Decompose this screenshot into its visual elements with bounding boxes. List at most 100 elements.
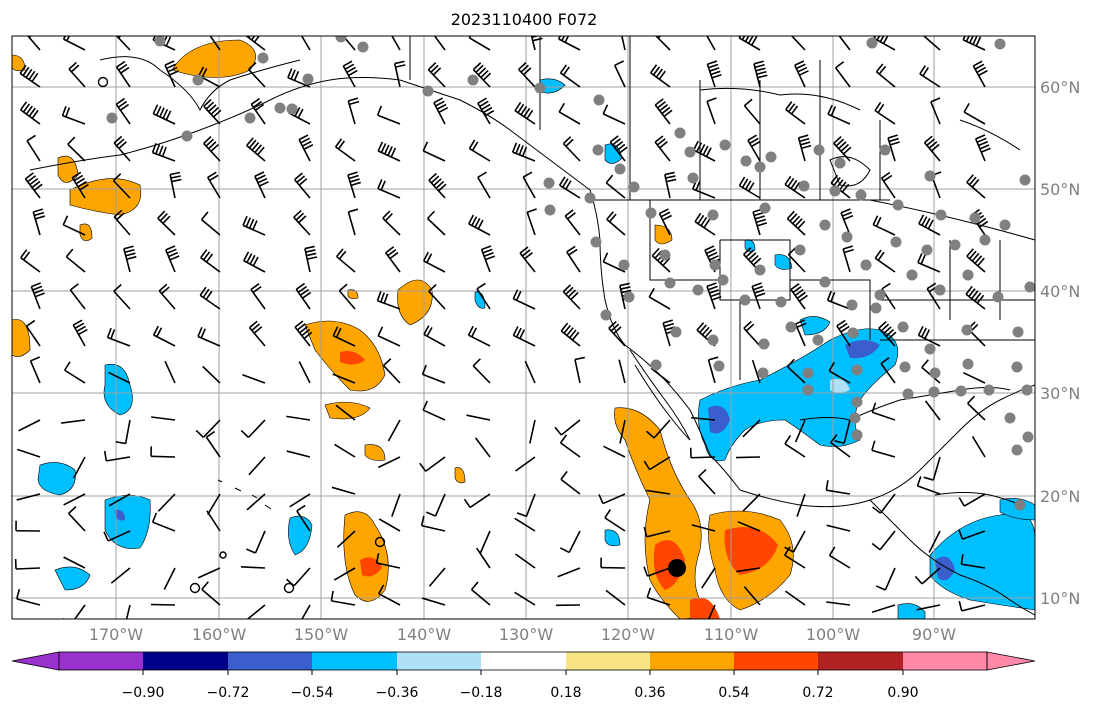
station-dot: [422, 85, 434, 97]
wind-barb: [347, 97, 360, 125]
wind-barb: [872, 215, 896, 236]
station-dot: [302, 73, 314, 85]
wind-barb: [878, 320, 897, 347]
wind-barb: [962, 371, 986, 384]
wind-barb: [511, 142, 536, 162]
wind-barb: [598, 493, 626, 505]
wind-barb: [158, 283, 176, 310]
cb-tick-label: −0.36: [376, 685, 419, 701]
station-dot: [890, 236, 902, 248]
colorbar-tick-labels: −0.90 −0.72 −0.54 −0.36 −0.18 0.18 0.36 …: [122, 685, 919, 701]
wind-barb: [743, 98, 761, 125]
wind-barb: [286, 415, 311, 421]
wind-barb: [467, 325, 491, 347]
station-dot: [899, 361, 911, 373]
wind-barb: [649, 64, 671, 88]
wind-barb: [157, 493, 176, 512]
station-dot: [154, 36, 166, 47]
wind-barb: [958, 601, 986, 612]
map-frame: [11, 35, 1036, 620]
wind-barb: [382, 210, 401, 236]
wind-barb: [606, 211, 626, 236]
wind-barb: [243, 251, 266, 273]
station-dot: [534, 82, 546, 94]
station-dot: [794, 244, 806, 256]
station-dot: [924, 170, 936, 182]
wind-barb: [334, 138, 356, 162]
cb-tick-label: 0.54: [718, 685, 749, 701]
wind-barb: [474, 437, 491, 458]
wind-barb: [113, 283, 131, 310]
station-dot: [902, 388, 914, 400]
station-dot: [841, 231, 853, 243]
colorbar-segment: [818, 652, 903, 670]
wind-barb: [826, 290, 851, 310]
wind-barb: [790, 36, 806, 51]
wind-barb: [643, 526, 671, 538]
wind-barb: [966, 174, 986, 199]
colorbar-segment: [481, 652, 566, 670]
colorbar-extend-min: [11, 651, 60, 671]
wind-barb: [833, 135, 852, 162]
station-dot: [979, 234, 991, 246]
calm-wind-markers: [97, 76, 386, 594]
wind-barb: [332, 373, 356, 384]
station-dot: [999, 219, 1011, 231]
lon-label-100w: 100°W: [806, 625, 861, 644]
cb-tick-label: 0.36: [634, 685, 665, 701]
wind-barb: [203, 98, 222, 125]
wind-barb: [560, 470, 581, 495]
wind-barb: [103, 450, 131, 462]
station-dot: [1011, 444, 1023, 456]
wind-barb: [151, 142, 176, 162]
station-dot: [819, 219, 831, 231]
wind-barb-layer: [14, 36, 991, 619]
wind-barb: [301, 604, 311, 619]
wind-barb: [433, 97, 449, 125]
wind-barb: [206, 510, 221, 532]
station-dot: [765, 151, 777, 163]
station-dot: [928, 386, 940, 398]
station-dot: [866, 37, 878, 49]
wind-barb: [169, 171, 182, 199]
wind-barb: [248, 62, 266, 88]
wind-barb: [378, 518, 401, 532]
lat-axis-labels: 60°N 50°N 40°N 30°N 20°N 10°N: [1040, 78, 1080, 608]
station-dot: [969, 212, 981, 224]
wind-barb: [786, 210, 806, 236]
wind-barb: [794, 319, 807, 347]
lat-label-40: 40°N: [1040, 282, 1080, 301]
wind-barb: [871, 402, 896, 421]
wind-barb: [874, 249, 896, 273]
wind-barb: [472, 358, 491, 384]
wind-barb: [643, 456, 671, 471]
wind-barb: [14, 558, 41, 570]
wind-barb: [423, 325, 446, 347]
wind-barb: [163, 567, 176, 590]
wind-barb: [880, 171, 896, 199]
wind-barb: [428, 567, 446, 587]
station-dot: [897, 321, 909, 333]
wind-barb: [477, 97, 495, 125]
wind-barb: [112, 173, 131, 199]
wind-barb: [391, 493, 401, 517]
wind-barb: [65, 248, 86, 273]
lon-label-110w: 110°W: [704, 625, 759, 644]
lat-label-30: 30°N: [1040, 384, 1080, 403]
wind-barb: [205, 430, 221, 458]
wind-barb: [706, 60, 722, 88]
station-dot: [955, 385, 967, 397]
map-title: 2023110400 F072: [450, 10, 598, 29]
wind-barb: [378, 456, 401, 469]
wind-barb: [554, 419, 581, 436]
wind-barb: [747, 134, 761, 162]
wind-barb: [393, 60, 406, 88]
wind-barb: [694, 212, 716, 236]
wind-barb: [62, 604, 86, 619]
wind-barb: [248, 320, 266, 347]
wind-barb: [609, 135, 628, 162]
wind-barb: [20, 249, 41, 273]
wind-barb: [422, 400, 446, 421]
wind-barb: [646, 587, 671, 606]
wind-barb: [289, 493, 311, 508]
